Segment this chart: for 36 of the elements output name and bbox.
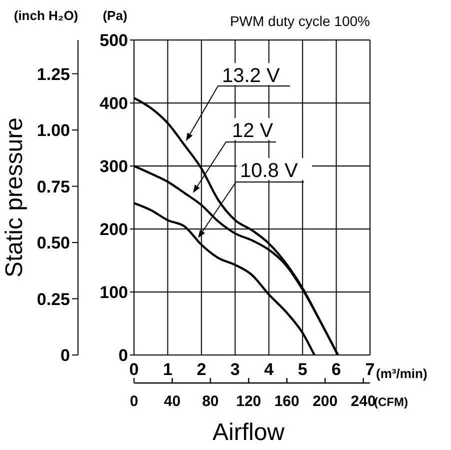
legend-label: 12 V	[232, 120, 274, 142]
x2-tick-label: 240	[350, 393, 376, 410]
x-tick-label: 7	[365, 360, 375, 380]
y2-tick-label: 0.75	[36, 177, 70, 196]
x2-tick-label: 40	[164, 393, 181, 410]
x2-tick-label: 80	[202, 393, 219, 410]
chart-title: PWM duty cycle 100%	[230, 13, 370, 29]
y-tick-label: 0	[118, 346, 128, 366]
y2-tick-label: 1.25	[36, 64, 70, 84]
text: 10.8 V	[240, 160, 298, 182]
x-axis-title: (m³/min)	[376, 366, 428, 381]
x-tick-label: 6	[332, 360, 342, 380]
y-tick-label: 400	[100, 94, 128, 114]
y-tick-label: 200	[100, 220, 128, 240]
x-tick-label: 1	[162, 360, 172, 380]
y2-tick-label: 0.25	[36, 290, 70, 309]
text: Airflow	[212, 419, 286, 446]
x2-tick-label: 120	[236, 393, 262, 410]
x-tick-label: 5	[298, 360, 308, 380]
x2-tick-label: 200	[312, 393, 338, 410]
x-tick-label: 2	[196, 360, 206, 380]
y2-tick-label: 1.00	[36, 121, 70, 140]
x-tick-label: 3	[230, 360, 240, 380]
y2-axis-title: (inch H₂O)	[14, 8, 78, 23]
y-tick-label: 300	[100, 157, 128, 176]
text: Static pressure	[1, 117, 28, 278]
x2-axis-title: (CFM)	[374, 395, 408, 409]
y2-tick-label: 0.50	[36, 234, 70, 253]
x2-tick-label: 160	[274, 393, 300, 410]
y-tick-label: 500	[100, 31, 128, 50]
y-axis-title: (Pa)	[102, 8, 128, 23]
y2-tick-label: 0	[60, 346, 70, 366]
text: 13.2 V	[222, 65, 280, 87]
x-tick-label: 4	[264, 360, 274, 380]
x2-tick-label: 0	[130, 393, 138, 410]
y-tick-label: 100	[100, 283, 128, 302]
